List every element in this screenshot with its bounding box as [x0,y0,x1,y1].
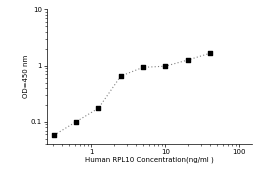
Point [185,59,190,62]
Point [52,134,56,137]
Point [141,66,145,69]
Point [163,65,167,68]
Point [74,120,78,123]
Point [119,75,123,78]
Point [96,107,101,110]
Point [208,52,212,55]
X-axis label: Human RPL10 Concentration(ng/ml ): Human RPL10 Concentration(ng/ml ) [85,157,214,163]
Y-axis label: OD=450 nm: OD=450 nm [23,55,29,98]
